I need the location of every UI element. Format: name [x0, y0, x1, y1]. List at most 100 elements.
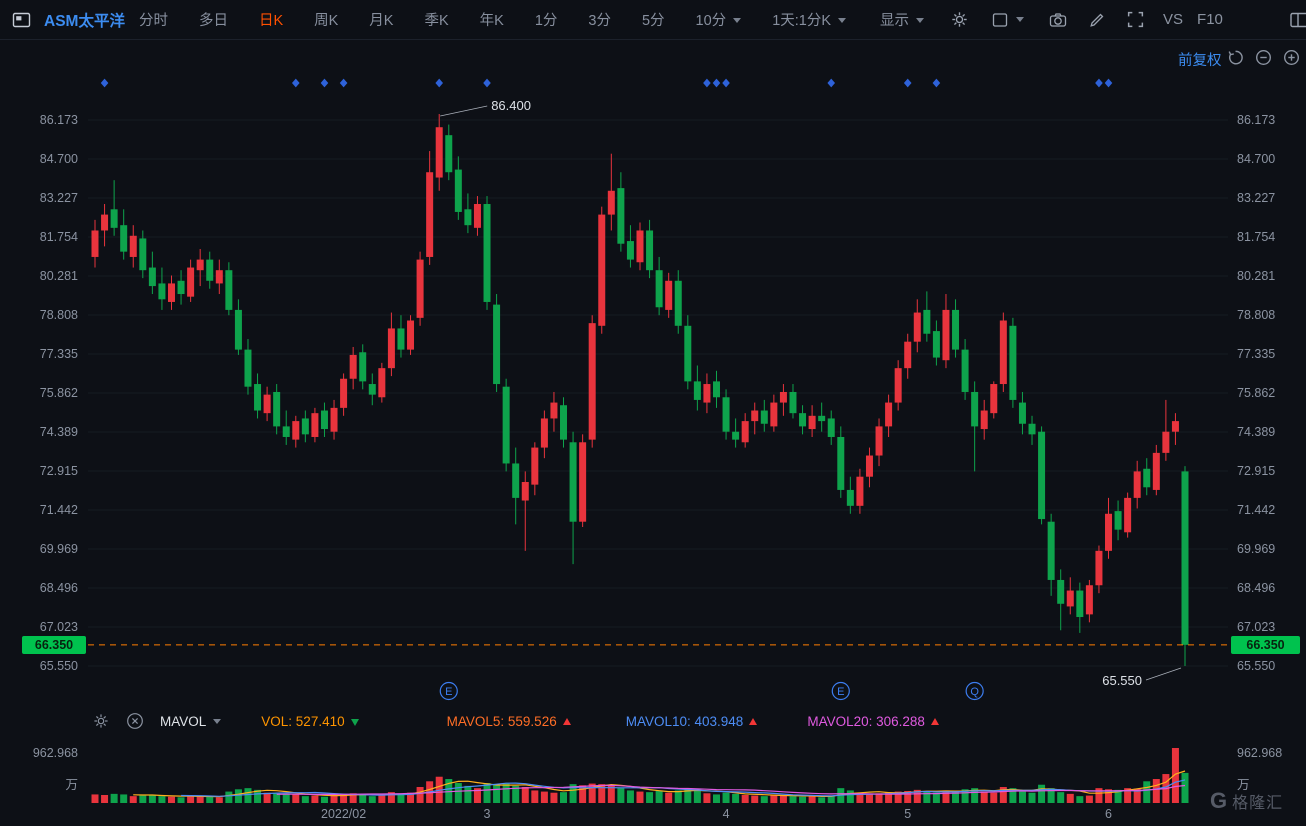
price-axis-label-right: 74.389 [1237, 424, 1276, 439]
price-axis-label-right: 67.023 [1237, 620, 1276, 634]
price-axis-label-left: 69.969 [39, 542, 78, 556]
mavol20-label: MAVOL20: [807, 713, 873, 729]
tab-yearly-k[interactable]: 年K [479, 13, 504, 29]
f10-button[interactable]: F10 [1197, 11, 1223, 28]
price-axis-label-left: 83.227 [39, 190, 78, 205]
price-axis-label-right: 84.700 [1237, 151, 1276, 166]
reset-zoom-icon[interactable] [1226, 48, 1245, 67]
draw-pencil-icon[interactable] [1088, 11, 1106, 29]
volume-axis-max-left: 962.968 [32, 746, 78, 760]
price-axis-label-left: 78.808 [39, 307, 78, 322]
price-axis-label-left: 86.173 [39, 113, 78, 127]
price-axis-label-left: 71.442 [39, 503, 78, 517]
mavol5-readout: MAVOL5: 559.526 [447, 714, 571, 729]
price-axis-label-right: 86.173 [1237, 113, 1276, 127]
price-axis-label-right: 71.442 [1237, 503, 1276, 517]
svg-text:E: E [445, 686, 452, 698]
indicator-selector[interactable]: MAVOL [160, 713, 222, 729]
price-axis-label-right: 83.227 [1237, 190, 1276, 205]
candlestick-chart[interactable]: E E Q 86.400 65.550 [0, 40, 1306, 826]
price-axis-label-left: 84.700 [39, 151, 78, 166]
price-axis-label-left: 68.496 [39, 581, 78, 595]
price-axis-label-right: 72.915 [1237, 464, 1276, 478]
tab-daily-k[interactable]: 日K [258, 13, 284, 29]
tab-10min[interactable]: 10分 [696, 13, 742, 29]
interval-selector[interactable]: 1天:1分K [772, 9, 847, 30]
panel-icon-partial[interactable] [1290, 11, 1306, 29]
mavol10-value: 403.948 [694, 713, 744, 729]
price-axis-label-right: 81.754 [1237, 229, 1276, 244]
vol-value: 527.410 [295, 713, 345, 729]
price-axis-label-right: 75.862 [1237, 385, 1276, 400]
indicator-close-icon[interactable] [126, 712, 144, 730]
x-axis-tick: 5 [904, 807, 912, 821]
indicator-settings-icon[interactable] [92, 712, 110, 730]
vs-button[interactable]: VS [1163, 11, 1184, 28]
window-layout-icon[interactable] [12, 11, 32, 29]
x-axis-tick: 4 [722, 807, 730, 821]
chevron-down-icon [1016, 17, 1025, 22]
price-axis-label-right: 68.496 [1237, 581, 1276, 595]
mavol20-value: 306.288 [876, 713, 925, 729]
price-axis-label-left: 74.389 [39, 424, 78, 439]
volume-axis-unit-right: 万 [1237, 778, 1250, 792]
display-menu[interactable]: 显示 [880, 9, 925, 30]
price-axis-label-left: 81.754 [39, 229, 78, 244]
chevron-down-icon [916, 18, 925, 23]
adjust-mode-label[interactable]: 前复权 [1178, 53, 1222, 69]
tab-1min[interactable]: 1分 [534, 13, 558, 29]
price-axis-label-left: 75.862 [39, 385, 78, 400]
indicator-name: MAVOL [160, 713, 207, 729]
tab-multi-day[interactable]: 多日 [198, 13, 228, 29]
mavol5-label: MAVOL5: [446, 713, 505, 729]
mavol20-up-triangle-icon [930, 717, 939, 725]
volume-down-triangle-icon [350, 718, 359, 726]
tab-3min[interactable]: 3分 [588, 13, 611, 29]
watermark-text: 格隆汇 [1232, 795, 1284, 812]
tab-5min[interactable]: 5分 [641, 13, 665, 29]
mavol10-readout: MAVOL10: 403.948 [626, 714, 758, 729]
fullscreen-expand-icon[interactable] [1126, 10, 1145, 29]
price-axis-label-left: 77.335 [39, 346, 78, 361]
current-price-badge-left: 66.350 [22, 635, 86, 654]
x-axis-tick: 2022/02 [321, 807, 367, 821]
price-axis-label-right: 69.969 [1237, 542, 1276, 556]
stock-name[interactable]: ASM太平洋 [44, 12, 125, 30]
price-axis-label-left: 65.550 [39, 659, 78, 673]
mavol10-label: MAVOL10: [625, 713, 691, 729]
screenshot-camera-icon[interactable] [1048, 11, 1068, 29]
chevron-down-icon [213, 718, 222, 724]
price-axis-label-left: 72.915 [39, 464, 78, 478]
zoom-in-icon[interactable] [1282, 48, 1301, 67]
tab-monthly-k[interactable]: 月K [369, 13, 394, 29]
ind icator-bar: MAVOL VOL: 527.410 MAVOL5: 559.526 MAVOL… [0, 703, 1306, 739]
tab-quarterly-k[interactable]: 季K [424, 13, 449, 29]
chart-style-selector[interactable] [991, 11, 1025, 29]
period-tabs: 分时 多日 日K 周K 月K 季K 年K 1分 3分 5分 10分 [139, 9, 772, 30]
price-axis-label-left: 67.023 [39, 620, 78, 634]
vol-readout: VOL: 527.410 [261, 713, 359, 729]
volume-axis-max-right: 962.968 [1237, 746, 1283, 760]
zoom-controls [1226, 48, 1301, 67]
svg-text:Q: Q [970, 686, 979, 698]
x-axis-tick: 6 [1105, 807, 1112, 821]
price-axis-label-right: 78.808 [1237, 307, 1276, 322]
watermark: G 格隆汇 [1210, 788, 1283, 814]
vol-label: VOL: [261, 713, 293, 729]
zoom-out-icon[interactable] [1254, 48, 1273, 67]
mavol5-value: 559.526 [507, 713, 557, 729]
tab-weekly-k[interactable]: 周K [314, 13, 339, 29]
mavol5-up-triangle-icon [562, 717, 571, 725]
chart-area: E E Q 86.400 65.550 前复权 [0, 40, 1306, 826]
tab-intraday[interactable]: 分时 [138, 13, 168, 29]
settings-gear-icon[interactable] [950, 10, 969, 29]
chevron-down-icon [733, 18, 742, 23]
interval-label: 1天:1分K [772, 13, 832, 29]
svg-text:E: E [837, 686, 844, 698]
gelonghui-logo-icon: G [1210, 788, 1228, 813]
price-axis-label-right: 77.335 [1237, 346, 1276, 361]
price-axis-label-left: 80.281 [39, 268, 78, 283]
svg-text:65.550: 65.550 [1102, 673, 1142, 688]
mavol20-readout: MAVOL20: 306.288 [807, 714, 939, 729]
